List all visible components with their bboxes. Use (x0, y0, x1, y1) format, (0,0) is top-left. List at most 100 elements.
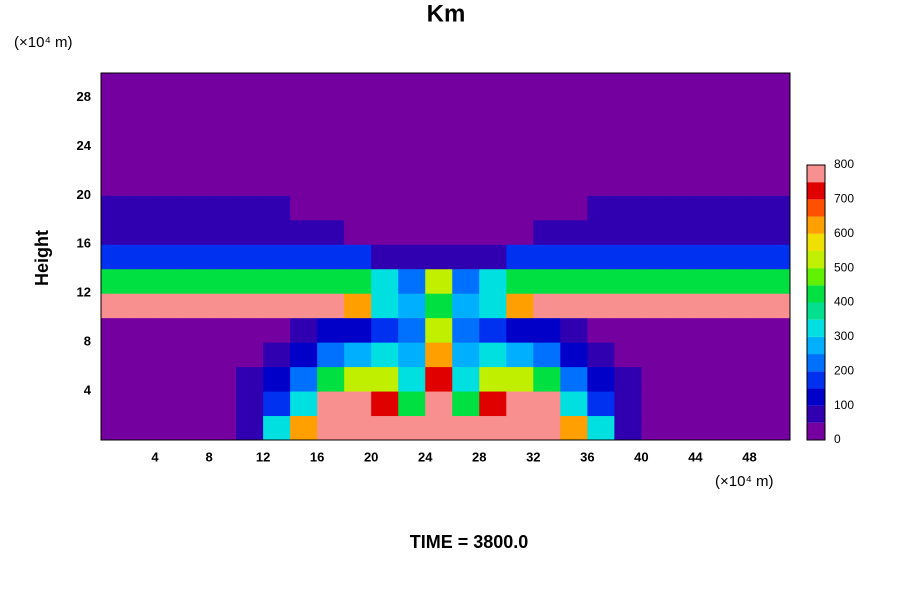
field-cell (209, 244, 237, 270)
field-cell (668, 146, 696, 172)
field-cell (614, 73, 642, 98)
field-cell (452, 317, 480, 343)
field-cell (506, 293, 534, 319)
field-cell (425, 317, 453, 343)
field-cell (398, 146, 426, 172)
field-cell (128, 195, 156, 221)
field-cell (722, 317, 750, 343)
field-cell (749, 415, 777, 440)
field-cell (155, 268, 183, 294)
colorbar-segment (807, 354, 825, 372)
field-cell (614, 170, 642, 196)
field-cell (452, 195, 480, 221)
field-cell (263, 170, 291, 196)
field-cell (425, 244, 453, 270)
plot-frame (100, 72, 791, 441)
field-cell (587, 219, 615, 245)
field-cell (722, 268, 750, 294)
field-cell (317, 268, 345, 294)
field-cell (128, 391, 156, 417)
field-cell (371, 97, 399, 123)
field-cell (155, 146, 183, 172)
field-cell (506, 73, 534, 98)
field-cell (128, 97, 156, 123)
field-cell (344, 219, 372, 245)
colorbar-segment (807, 422, 825, 440)
field-cell (155, 415, 183, 440)
field-cell (155, 342, 183, 368)
colorbar-segment (807, 216, 825, 234)
field-cell (155, 293, 183, 319)
field-cell (695, 342, 723, 368)
field-cell (263, 195, 291, 221)
field-cell (209, 268, 237, 294)
field-cell (695, 146, 723, 172)
colorbar-tick-label: 500 (834, 260, 854, 274)
field-cell (695, 317, 723, 343)
field-cell (452, 366, 480, 392)
field-cell (290, 146, 318, 172)
field-cell (371, 170, 399, 196)
field-cell (479, 293, 507, 319)
field-cell (182, 97, 210, 123)
field-cell (425, 73, 453, 98)
field-cell (533, 121, 561, 147)
field-cell (209, 317, 237, 343)
field-cell (452, 121, 480, 147)
field-cell (587, 97, 615, 123)
field-cell (533, 342, 561, 368)
field-cell (533, 97, 561, 123)
field-cell (614, 219, 642, 245)
field-cell (317, 366, 345, 392)
field-cell (749, 366, 777, 392)
field-cell (209, 195, 237, 221)
field-cell (398, 195, 426, 221)
field-cell (452, 146, 480, 172)
field-cell (290, 342, 318, 368)
field-cell (101, 146, 129, 172)
field-cell (425, 366, 453, 392)
field-cell (614, 415, 642, 440)
field-cell (155, 195, 183, 221)
field-cell (506, 268, 534, 294)
field-cell (209, 415, 237, 440)
field-cell (641, 219, 669, 245)
x-tick-label: 44 (688, 449, 703, 464)
field-cell (479, 317, 507, 343)
field-cell (209, 391, 237, 417)
field-cell (668, 317, 696, 343)
field-cell (749, 268, 777, 294)
field-cell (290, 366, 318, 392)
x-tick-label: 16 (310, 449, 324, 464)
field-cell (776, 97, 790, 123)
field-cell (371, 219, 399, 245)
field-cell (101, 317, 129, 343)
field-cell (317, 97, 345, 123)
field-cell (236, 97, 264, 123)
field-cell (776, 146, 790, 172)
colorbar-segment (807, 268, 825, 286)
field-cell (452, 219, 480, 245)
field-cell (317, 244, 345, 270)
field-cell (425, 293, 453, 319)
field-cell (425, 415, 453, 440)
field-cell (371, 73, 399, 98)
y-tick-label: 20 (77, 187, 91, 202)
field-cell (452, 391, 480, 417)
field-cell (749, 73, 777, 98)
field-cell (776, 415, 790, 440)
field-cell (398, 317, 426, 343)
field-cell (668, 391, 696, 417)
field-cell (506, 366, 534, 392)
field-cell (452, 415, 480, 440)
field-cell (749, 317, 777, 343)
field-cell (560, 415, 588, 440)
y-tick-label: 12 (77, 285, 91, 300)
field-cell (452, 268, 480, 294)
field-cell (182, 293, 210, 319)
field-cell (452, 73, 480, 98)
field-cell (641, 342, 669, 368)
field-cell (371, 366, 399, 392)
field-cell (425, 97, 453, 123)
field-cell (587, 146, 615, 172)
